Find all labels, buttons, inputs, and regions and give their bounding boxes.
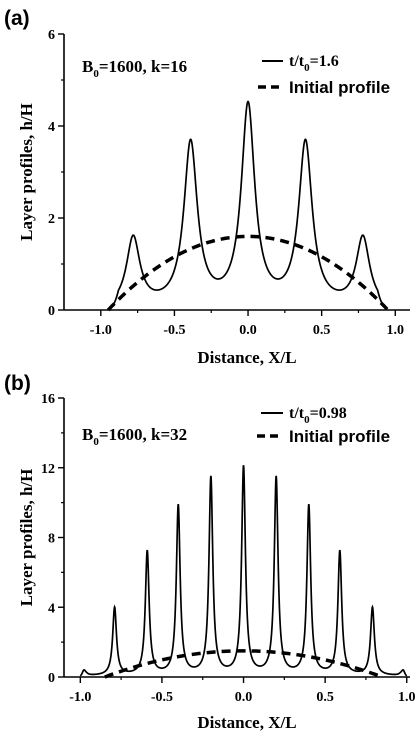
y-tick-label: 8 <box>48 532 55 547</box>
panel-label: (b) <box>4 372 31 395</box>
x-tick-label: -1.0 <box>69 690 91 705</box>
y-tick-label: 6 <box>48 28 55 43</box>
x-axis-label: Distance, X/L <box>197 713 296 732</box>
legend-dashed-label: Initial profile <box>289 78 390 97</box>
parameter-annotation: B0=1600, k=16 <box>82 57 187 80</box>
x-axis-label: Distance, X/L <box>197 348 296 367</box>
y-tick-label: 2 <box>48 212 55 227</box>
series-solid-line <box>79 465 408 677</box>
y-axis-label: Layer profiles, h/H <box>17 469 36 607</box>
parameter-annotation-sub: 0 <box>93 68 99 80</box>
legend-solid-label-sub: 0 <box>304 414 310 426</box>
y-tick-label: 4 <box>48 120 55 135</box>
y-tick-label: 12 <box>41 462 55 477</box>
legend-solid-label-rest: =1.6 <box>310 53 339 70</box>
series-dashed-line <box>104 649 383 679</box>
x-tick-label: -0.5 <box>163 323 185 338</box>
parameter-annotation-rest: =1600, k=16 <box>99 57 187 76</box>
x-tick-label: -1.0 <box>90 323 112 338</box>
x-tick-label: 1.0 <box>398 690 416 705</box>
parameter-annotation-rest: =1600, k=32 <box>99 425 187 444</box>
legend-solid-label: t/t0=0.98 <box>289 405 347 426</box>
series-solid-line <box>111 100 385 307</box>
x-tick-label: -0.5 <box>151 690 173 705</box>
legend-dashed-label: Initial profile <box>289 427 390 446</box>
x-tick-label: 0.0 <box>239 323 257 338</box>
y-tick-label: 0 <box>48 304 55 319</box>
y-tick-label: 4 <box>48 601 55 616</box>
chart-panel-a: -1.0 -0.5 0.0 0.5 1.0 0 2 4 6 Distance, X/L Layer … <box>4 7 410 367</box>
legend-solid-label-main: t/t <box>289 405 305 422</box>
x-tick-label: 0.5 <box>316 690 334 705</box>
legend-solid-label-rest: =0.98 <box>310 405 347 422</box>
legend: t/t0=1.6 Initial profile <box>258 53 390 97</box>
series-dashed-line <box>106 234 390 312</box>
x-tick-label: 0.5 <box>313 323 331 338</box>
y-tick-label: 0 <box>48 671 55 686</box>
parameter-annotation-main: B <box>82 57 93 76</box>
parameter-annotation-sub: 0 <box>93 436 99 448</box>
y-tick-label: 16 <box>41 392 55 407</box>
legend-solid-label-main: t/t <box>289 53 305 70</box>
legend-solid-label: t/t0=1.6 <box>289 53 339 74</box>
chart-panel-b: -1.0 -0.5 0.0 0.5 1.0 0 4 8 12 16 Distance, X/L Lay… <box>4 372 415 732</box>
x-tick-label: 1.0 <box>387 323 405 338</box>
parameter-annotation: B0=1600, k=32 <box>82 425 187 448</box>
panel-label: (a) <box>4 7 30 30</box>
legend-solid-label-sub: 0 <box>304 62 310 74</box>
x-tick-label: 0.0 <box>235 690 253 705</box>
parameter-annotation-main: B <box>82 425 93 444</box>
y-axis-label: Layer profiles, h/H <box>17 103 36 241</box>
